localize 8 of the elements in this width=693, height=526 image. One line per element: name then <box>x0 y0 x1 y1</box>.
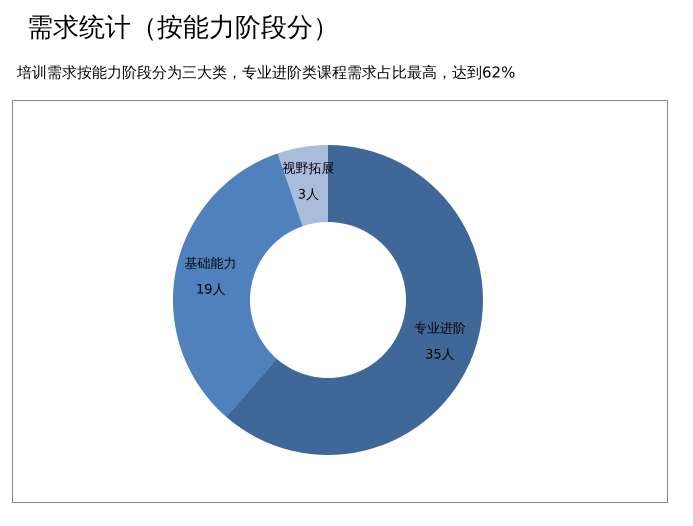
slice-label: 专业进阶 <box>414 321 466 336</box>
data-label: 35人 <box>425 347 455 362</box>
chart-title: 需求统计（按能力阶段分） <box>27 13 339 43</box>
chart-subtitle: 培训需求按能力阶段分为三大类，专业进阶类课程需求占比最高，达到62% <box>16 64 516 82</box>
data-label: 3人 <box>298 188 319 203</box>
data-label: 19人 <box>196 282 226 298</box>
slice-label: 基础能力 <box>184 256 237 272</box>
slice-label: 视野拓展 <box>282 162 334 177</box>
